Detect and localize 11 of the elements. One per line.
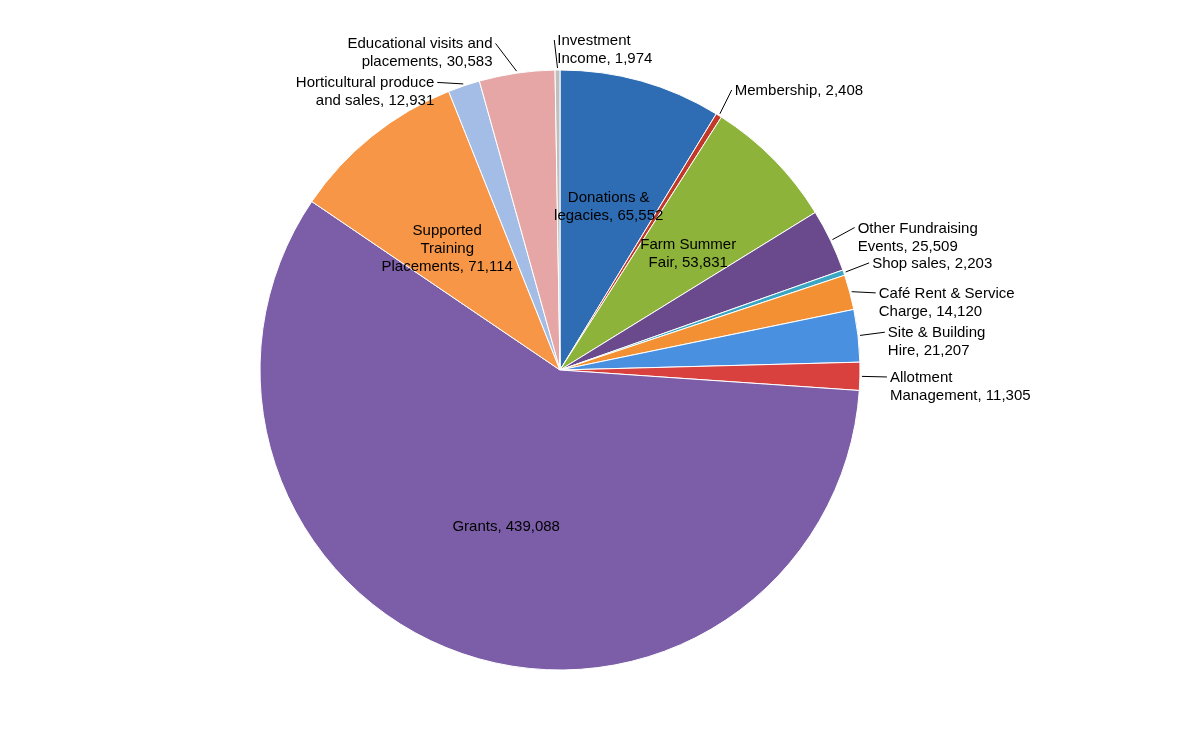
slice-label: Allotment Management, 11,305: [889, 367, 1031, 403]
slice-label: Educational visits and placements, 30,583: [347, 34, 493, 70]
slice-label: Investment Income, 1,974: [557, 31, 653, 67]
slice-label: Site & Building Hire, 21,207: [887, 323, 986, 359]
slice-label: Shop sales, 2,203: [872, 253, 993, 271]
slice-label: Other Fundraising Events, 25,509: [857, 218, 978, 254]
slice-label: Grants, 439,088: [452, 516, 560, 534]
slice-label: Membership, 2,408: [734, 81, 864, 99]
slice-label: Café Rent & Service Charge, 14,120: [878, 283, 1015, 319]
slice-label: Horticultural produce and sales, 12,931: [295, 73, 435, 109]
slice-label: Farm Summer Fair, 53,831: [640, 234, 737, 270]
